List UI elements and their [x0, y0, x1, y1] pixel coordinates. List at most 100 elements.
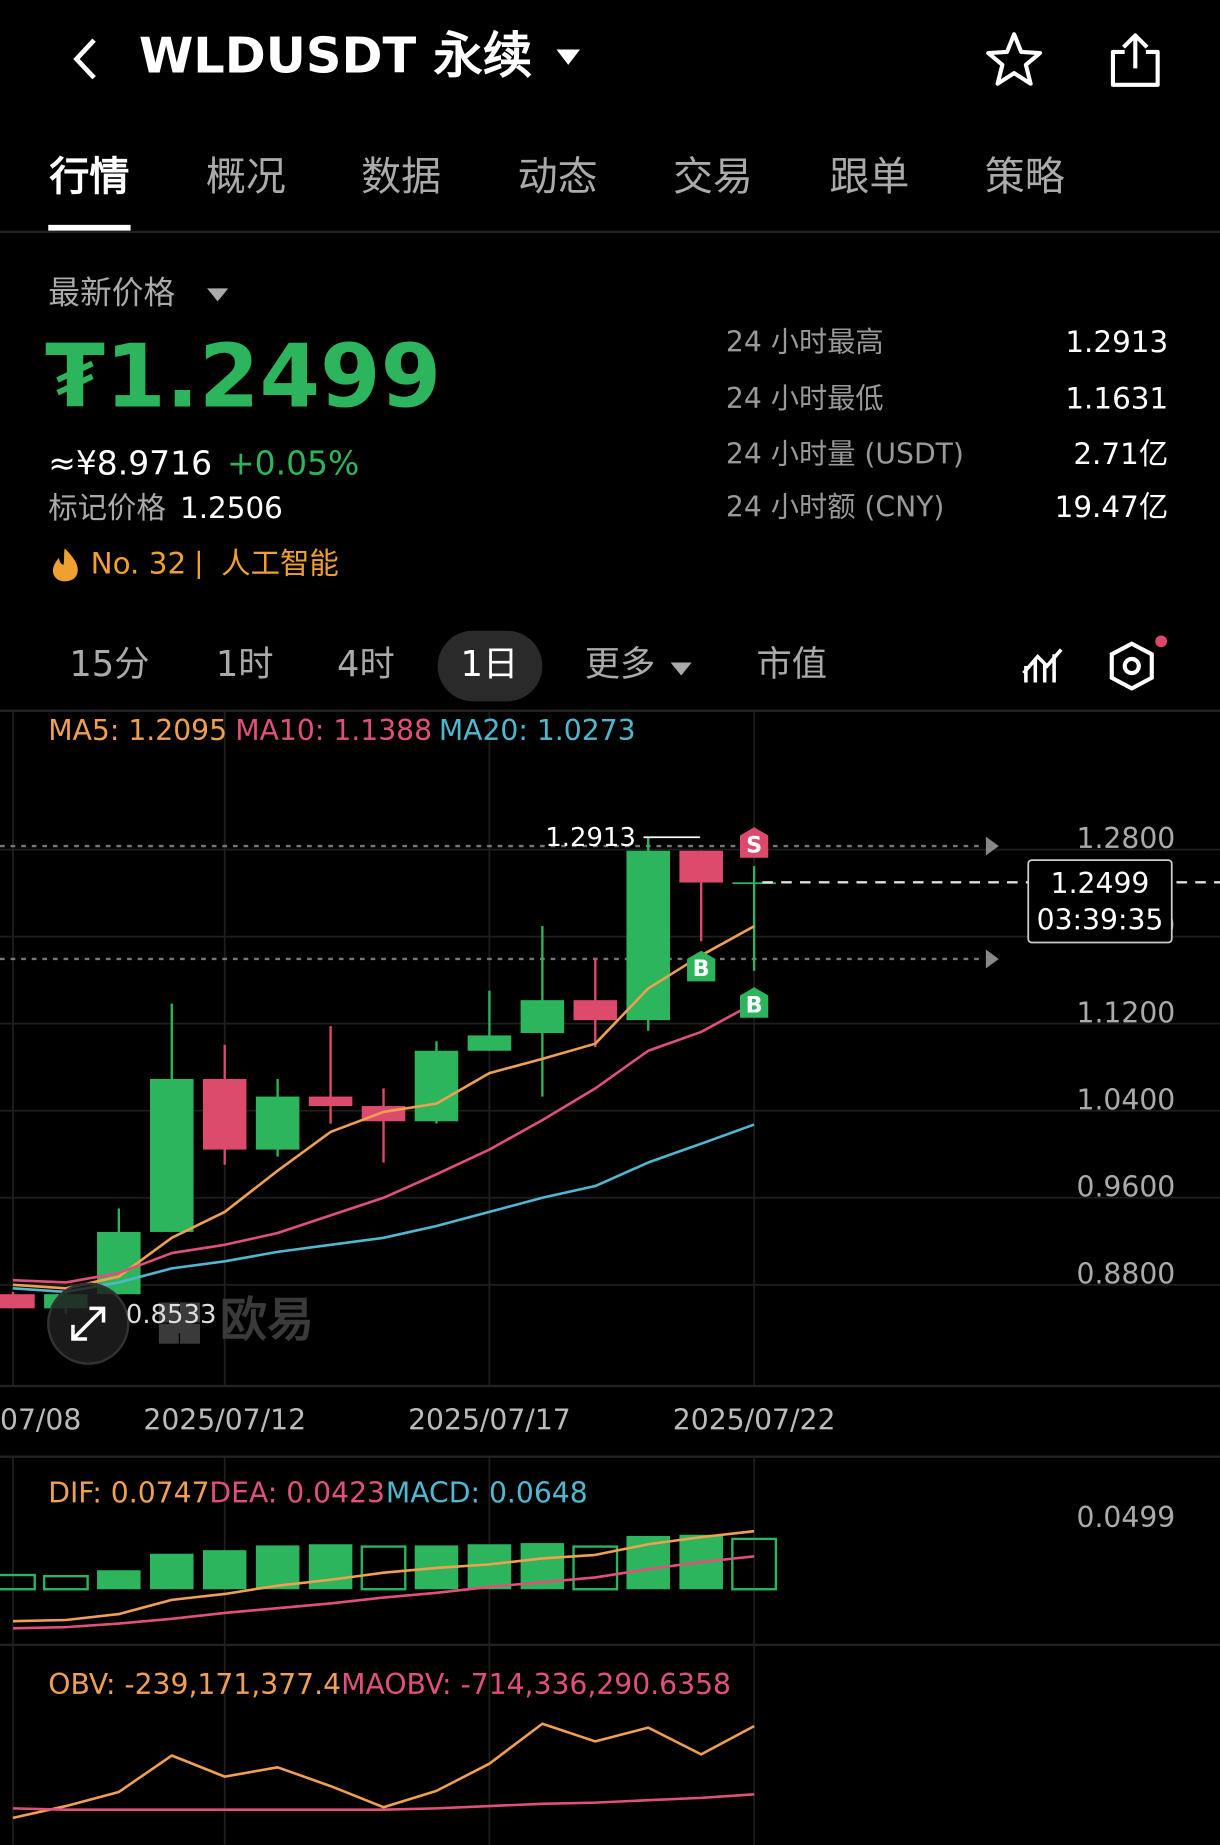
tab[interactable]: 跟单 [829, 154, 909, 200]
macd-bar [150, 1553, 194, 1590]
trade-marker-label: S [746, 833, 762, 859]
tab[interactable]: 策略 [985, 154, 1065, 200]
title: WLDUSDT 永续 [139, 26, 532, 84]
trade-marker-label: B [746, 993, 763, 1019]
x-tick-label: 07/08 [0, 1403, 81, 1436]
high-label: 1.2913 [545, 823, 636, 853]
candle-body [626, 850, 670, 1021]
interval[interactable]: 1时 [216, 644, 274, 685]
divider [0, 709, 1220, 712]
candle-body [202, 1078, 247, 1150]
legend-entry: MA20: 1.0273 [439, 714, 636, 747]
current-price-label: 1.2499 [1051, 867, 1150, 900]
interval[interactable]: 市值 [756, 644, 827, 685]
watermark: 欧易 [220, 1293, 314, 1348]
divider [0, 1643, 1220, 1647]
mark-price-label: 标记价格 [48, 491, 166, 525]
stat-label: 24 小时额 (CNY) [726, 490, 945, 523]
interval[interactable]: 4时 [337, 644, 395, 685]
tab[interactable]: 行情 [49, 154, 129, 200]
last-price: ₮1.2499 [45, 325, 441, 427]
tab[interactable]: 数据 [361, 154, 441, 200]
hot-icon [52, 548, 78, 582]
macd-bar [731, 1537, 778, 1591]
tab[interactable]: 概况 [206, 154, 286, 200]
cny-price: ≈¥8.9716 [48, 443, 212, 482]
divider [0, 1384, 1220, 1388]
legend-entry: DIF: 0.0747 [48, 1476, 209, 1509]
y-tick-label: 1.1200 [1077, 996, 1176, 1029]
macd-bar [0, 1573, 36, 1591]
mark-price-value: 1.2506 [180, 491, 283, 525]
price-label: 最新价格 [48, 275, 175, 311]
title-dropdown[interactable] [556, 49, 580, 65]
trade-marker [687, 950, 716, 982]
candle-body [520, 1000, 565, 1034]
interval-bar: 15分 1时 4时 1日 更多 市值 [69, 644, 827, 685]
ma-line [12, 1002, 755, 1284]
stat-value: 19.47亿 [1055, 490, 1169, 524]
ma-line [12, 1123, 755, 1294]
tab-bar: 行情 概况 数据 动态 交易 跟单 策略 [49, 154, 1064, 200]
legend-entry: DEA: 0.0423 [209, 1476, 385, 1509]
tab[interactable]: 动态 [518, 154, 598, 200]
stat-value: 1.1631 [1065, 382, 1168, 416]
stat-label: 24 小时最低 [726, 382, 884, 415]
share-icon[interactable] [1110, 33, 1160, 87]
interval[interactable]: 15分 [69, 644, 149, 685]
active-interval-pill [437, 630, 543, 702]
trade-marker [740, 827, 769, 858]
back-button[interactable] [73, 38, 96, 80]
stat-value: 1.2913 [1065, 325, 1168, 359]
macd-bar [202, 1550, 247, 1590]
obv-line [12, 1793, 755, 1811]
legend-entry: MA5: 1.2095 [48, 714, 227, 747]
watermark-logo [169, 1313, 190, 1334]
more-dropdown[interactable] [670, 662, 692, 676]
price-change: +0.05% [227, 443, 359, 482]
indicator-icon[interactable] [1022, 648, 1063, 683]
notification-dot [1155, 635, 1168, 648]
interval[interactable]: 1日 [461, 644, 519, 685]
candle-body [573, 1000, 618, 1021]
y-tick-label: 1.0400 [1077, 1083, 1176, 1116]
tab[interactable]: 交易 [673, 154, 753, 200]
macd-bar [42, 1575, 89, 1591]
macd-bar [360, 1545, 407, 1591]
stat-label: 24 小时最高 [726, 326, 884, 359]
charts: 07/08 2025/07/12 2025/07/17 2025/07/22 欧易 MA5… [0, 711, 1220, 1845]
current-price-box [1027, 859, 1173, 944]
trade-marker [740, 987, 769, 1018]
interval[interactable]: 更多 [585, 644, 656, 685]
candle-body [414, 1050, 459, 1122]
axis-label: 0.0499 [1077, 1501, 1176, 1534]
countdown: 03:39:35 [1037, 903, 1164, 936]
price-dropdown[interactable] [207, 288, 229, 302]
obv-line [12, 1722, 755, 1820]
x-tick-label: 2025/07/12 [143, 1403, 306, 1436]
sector: 人工智能 [221, 546, 339, 580]
separator [197, 550, 200, 579]
x-tick-label: 2025/07/17 [408, 1403, 571, 1436]
order-line-arrow [985, 836, 999, 856]
y-tick-label: 0.8800 [1077, 1257, 1176, 1290]
expand-icon [71, 1306, 106, 1341]
legend-entry: MA10: 1.1388 [235, 714, 432, 747]
candle-body [0, 1294, 35, 1309]
macd-bar [572, 1545, 619, 1591]
stat-label: 24 小时量 (USDT) [726, 437, 964, 470]
candle-body [308, 1096, 353, 1107]
stats: 24 小时最高 1.2913 24 小时最低 1.1631 24 小时量 (USDT) 2… [726, 325, 1168, 524]
x-tick-label: 2025/07/22 [673, 1403, 836, 1436]
y-tick-label: 0.9600 [1077, 1170, 1176, 1203]
divider [0, 230, 1220, 234]
active-tab-indicator [48, 224, 131, 231]
macd-bar [467, 1544, 512, 1590]
candle-body [467, 1035, 512, 1051]
favorite-icon[interactable] [986, 32, 1043, 86]
rank: No. 32 [91, 546, 187, 580]
settings-icon[interactable] [1109, 641, 1154, 691]
